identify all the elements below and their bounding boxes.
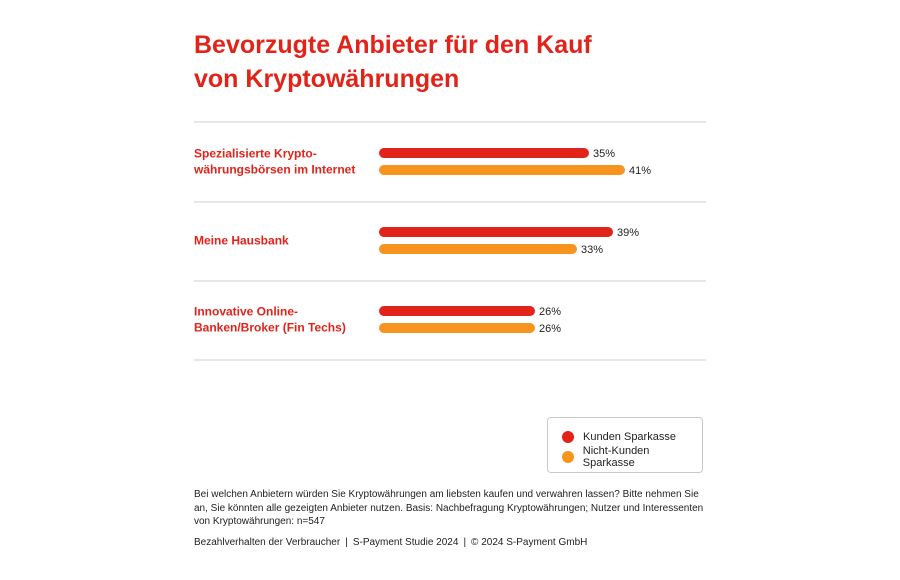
bar-kunden	[379, 148, 589, 158]
legend-swatch-nicht-kunden	[562, 451, 574, 463]
bar-nicht-kunden	[379, 165, 625, 175]
footer-separator: |	[463, 537, 467, 548]
survey-note: Bei welchen Anbietern würden Sie Kryptow…	[194, 489, 704, 527]
data-label: 26%	[539, 323, 561, 335]
bar-chart: Spezialisierte Krypto-währungsbörsen im …	[193, 121, 706, 361]
category-label: Banken/Broker (Fin Techs)	[194, 321, 346, 335]
legend: Kunden Sparkasse Nicht-Kunden Sparkasse	[547, 417, 703, 473]
title-line-2: von Kryptowährungen	[194, 65, 460, 93]
footer-separator: |	[345, 537, 348, 548]
footer: Bezahlverhalten der Verbraucher | S-Paymen…	[194, 537, 714, 548]
bar-kunden	[379, 227, 613, 237]
footer-study: Bezahlverhalten der Verbraucher	[194, 537, 341, 548]
category-label: Meine Hausbank	[194, 234, 289, 248]
legend-item-kunden: Kunden Sparkasse	[562, 427, 702, 447]
data-label: 35%	[593, 148, 615, 160]
bar-nicht-kunden	[379, 323, 535, 333]
data-label: 26%	[539, 306, 561, 318]
category-label: Spezialisierte Krypto-	[194, 147, 317, 161]
footer-edition: S-Payment Studie 2024	[352, 537, 459, 548]
legend-swatch-kunden	[562, 431, 574, 443]
data-label: 41%	[629, 165, 651, 177]
legend-item-nicht-kunden: Nicht-Kunden Sparkasse	[562, 445, 702, 469]
category-label: währungsbörsen im Internet	[193, 163, 355, 177]
title-line-1: Bevorzugte Anbieter für den Kauf	[194, 31, 592, 59]
data-label: 33%	[581, 244, 603, 256]
category-label: Innovative Online-	[194, 305, 298, 319]
legend-label-nicht-kunden: Nicht-Kunden Sparkasse	[582, 445, 650, 469]
chart-title: Bevorzugte Anbieter für den Kauf von Kry…	[194, 28, 714, 96]
bar-kunden	[379, 306, 535, 316]
bar-nicht-kunden	[379, 244, 577, 254]
footer-copyright: © 2024 S-Payment GmbH	[471, 537, 588, 548]
legend-label-kunden: Kunden Sparkasse	[583, 431, 676, 443]
data-label: 39%	[617, 227, 639, 239]
